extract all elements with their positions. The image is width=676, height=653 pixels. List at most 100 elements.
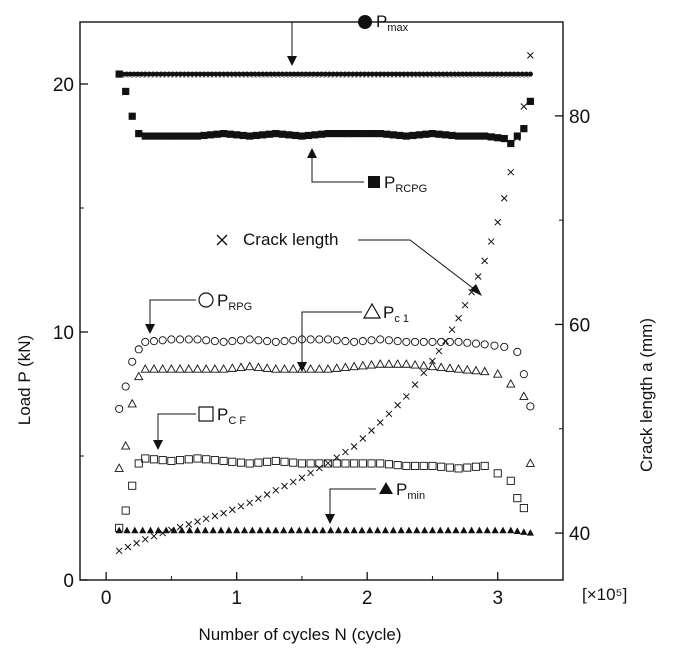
data-point [487,71,493,77]
data-point [271,456,280,466]
data-point [507,71,513,77]
data-point [180,132,189,140]
data-point [224,71,231,77]
data-point [193,335,202,344]
data-point [333,454,341,461]
data-point [252,71,258,77]
data-point [384,460,393,469]
data-point [461,132,469,140]
data-point [389,71,395,77]
data-point [410,359,420,369]
leader-line [149,299,196,330]
data-point [170,526,178,534]
data-point [245,335,254,344]
data-point [237,502,245,510]
data-point [150,71,156,77]
data-point [154,71,160,77]
data-point [416,71,423,77]
data-point [519,391,529,400]
data-point [291,71,297,77]
data-point [467,71,473,77]
data-point [181,71,188,77]
legend-symbol [358,15,372,29]
data-point [177,71,184,77]
data-point [455,314,462,322]
data-point [346,71,352,77]
data-point [166,364,177,373]
data-point [262,363,272,372]
data-point [323,335,333,344]
data-point [330,130,339,138]
data-point [210,337,219,346]
data-point [436,71,442,77]
data-point [513,132,521,140]
data-point [367,336,376,345]
data-point [350,130,358,138]
data-point [483,71,489,77]
data-point [448,326,456,334]
data-point [271,337,280,346]
data-point [460,526,468,534]
leader-line [358,239,479,293]
data-point [295,71,301,77]
data-point [232,71,238,77]
plot-frame [79,21,564,581]
data-point [494,218,502,226]
data-point [227,363,238,372]
data-point [393,337,402,346]
y-right-tick-label: 80 [569,107,590,128]
data-point [350,526,358,534]
data-point [402,132,410,140]
data-point [389,526,397,534]
data-point [141,132,149,140]
data-point [418,360,429,370]
data-point [507,526,515,534]
data-point [401,359,412,368]
data-point [455,71,462,77]
data-point [158,336,167,345]
data-point [324,459,332,467]
data-point [311,71,317,77]
annotation-5: PC F [153,405,246,450]
data-point [480,461,489,470]
arrow-head [325,514,335,524]
data-point [381,71,387,77]
data-point [358,526,366,534]
data-point [499,71,505,77]
data-point [448,131,456,140]
data-point [332,336,341,345]
data-point [184,364,194,373]
data-point [256,526,264,534]
data-point [298,132,306,140]
data-point [490,341,499,350]
data-point [350,459,359,468]
data-point [271,364,281,373]
data-point [283,71,289,77]
data-point [350,443,358,450]
data-point [358,360,368,370]
data-point [303,526,311,534]
data-point [513,494,522,503]
data-point [523,71,529,77]
data-point [385,71,391,77]
data-point [135,71,141,77]
data-point [357,130,365,138]
data-point [474,273,482,280]
data-point [246,499,254,507]
data-point [213,130,221,138]
data-point [161,132,169,140]
data-point [307,469,314,477]
data-point [366,526,374,534]
data-point [115,70,123,78]
data-point [154,526,162,534]
data-point [365,71,372,77]
data-point [157,364,168,373]
data-point [444,526,452,534]
data-point [121,382,130,391]
data-point [167,335,176,344]
data-point [513,134,521,142]
data-point [463,338,472,347]
data-point [280,457,289,466]
data-point [453,364,464,373]
data-point [202,455,211,464]
